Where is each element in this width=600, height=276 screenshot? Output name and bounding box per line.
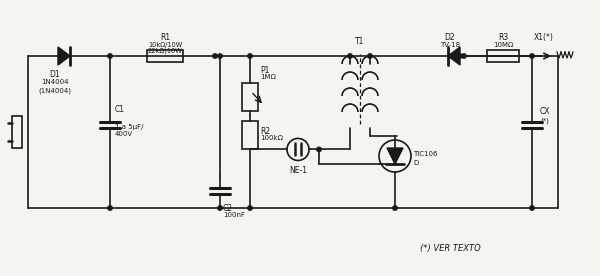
Circle shape (458, 54, 462, 58)
Circle shape (368, 54, 372, 58)
Text: (1N4004): (1N4004) (38, 87, 71, 94)
Text: D: D (413, 160, 418, 166)
Polygon shape (448, 47, 460, 65)
Text: TIC106: TIC106 (413, 151, 437, 157)
Text: 1MΩ: 1MΩ (260, 74, 276, 80)
Text: CX: CX (540, 107, 551, 116)
Text: (*): (*) (540, 118, 549, 124)
Text: X1(*): X1(*) (534, 33, 554, 42)
Text: R1: R1 (160, 33, 170, 42)
Circle shape (108, 206, 112, 210)
Text: R3: R3 (498, 33, 508, 42)
Circle shape (348, 54, 352, 58)
Text: P1: P1 (260, 66, 269, 75)
Text: 22kΩ)10W: 22kΩ)10W (148, 47, 182, 54)
Circle shape (462, 54, 466, 58)
Text: D1: D1 (50, 70, 61, 79)
Circle shape (218, 54, 222, 58)
Text: 10kΩ/10W: 10kΩ/10W (148, 42, 182, 48)
Text: 100nF: 100nF (223, 212, 245, 218)
Bar (12, 116, 22, 148)
Text: NE-1: NE-1 (289, 166, 307, 176)
Text: C2: C2 (223, 204, 233, 213)
Circle shape (248, 206, 252, 210)
Text: D2: D2 (445, 33, 455, 42)
Text: 10MΩ: 10MΩ (493, 42, 513, 48)
Bar (242, 83, 258, 112)
Text: (*) VER TEXTO: (*) VER TEXTO (420, 243, 481, 253)
Circle shape (393, 206, 397, 210)
Bar (487, 50, 519, 62)
Text: TV-18: TV-18 (440, 42, 460, 48)
Circle shape (218, 206, 222, 210)
Bar (147, 50, 183, 62)
Circle shape (317, 147, 321, 152)
Text: T1: T1 (355, 37, 365, 46)
Circle shape (248, 54, 252, 58)
Text: R2: R2 (260, 128, 270, 136)
Circle shape (213, 54, 217, 58)
Text: 1N4004: 1N4004 (41, 79, 69, 85)
Text: 100kΩ: 100kΩ (260, 136, 283, 141)
Polygon shape (387, 148, 403, 164)
Bar (242, 121, 258, 149)
Text: 1 a 5μF/
400V: 1 a 5μF/ 400V (115, 124, 143, 137)
Circle shape (530, 54, 534, 58)
Circle shape (530, 206, 534, 210)
Text: C1: C1 (115, 105, 125, 114)
Polygon shape (58, 47, 70, 65)
Circle shape (108, 54, 112, 58)
